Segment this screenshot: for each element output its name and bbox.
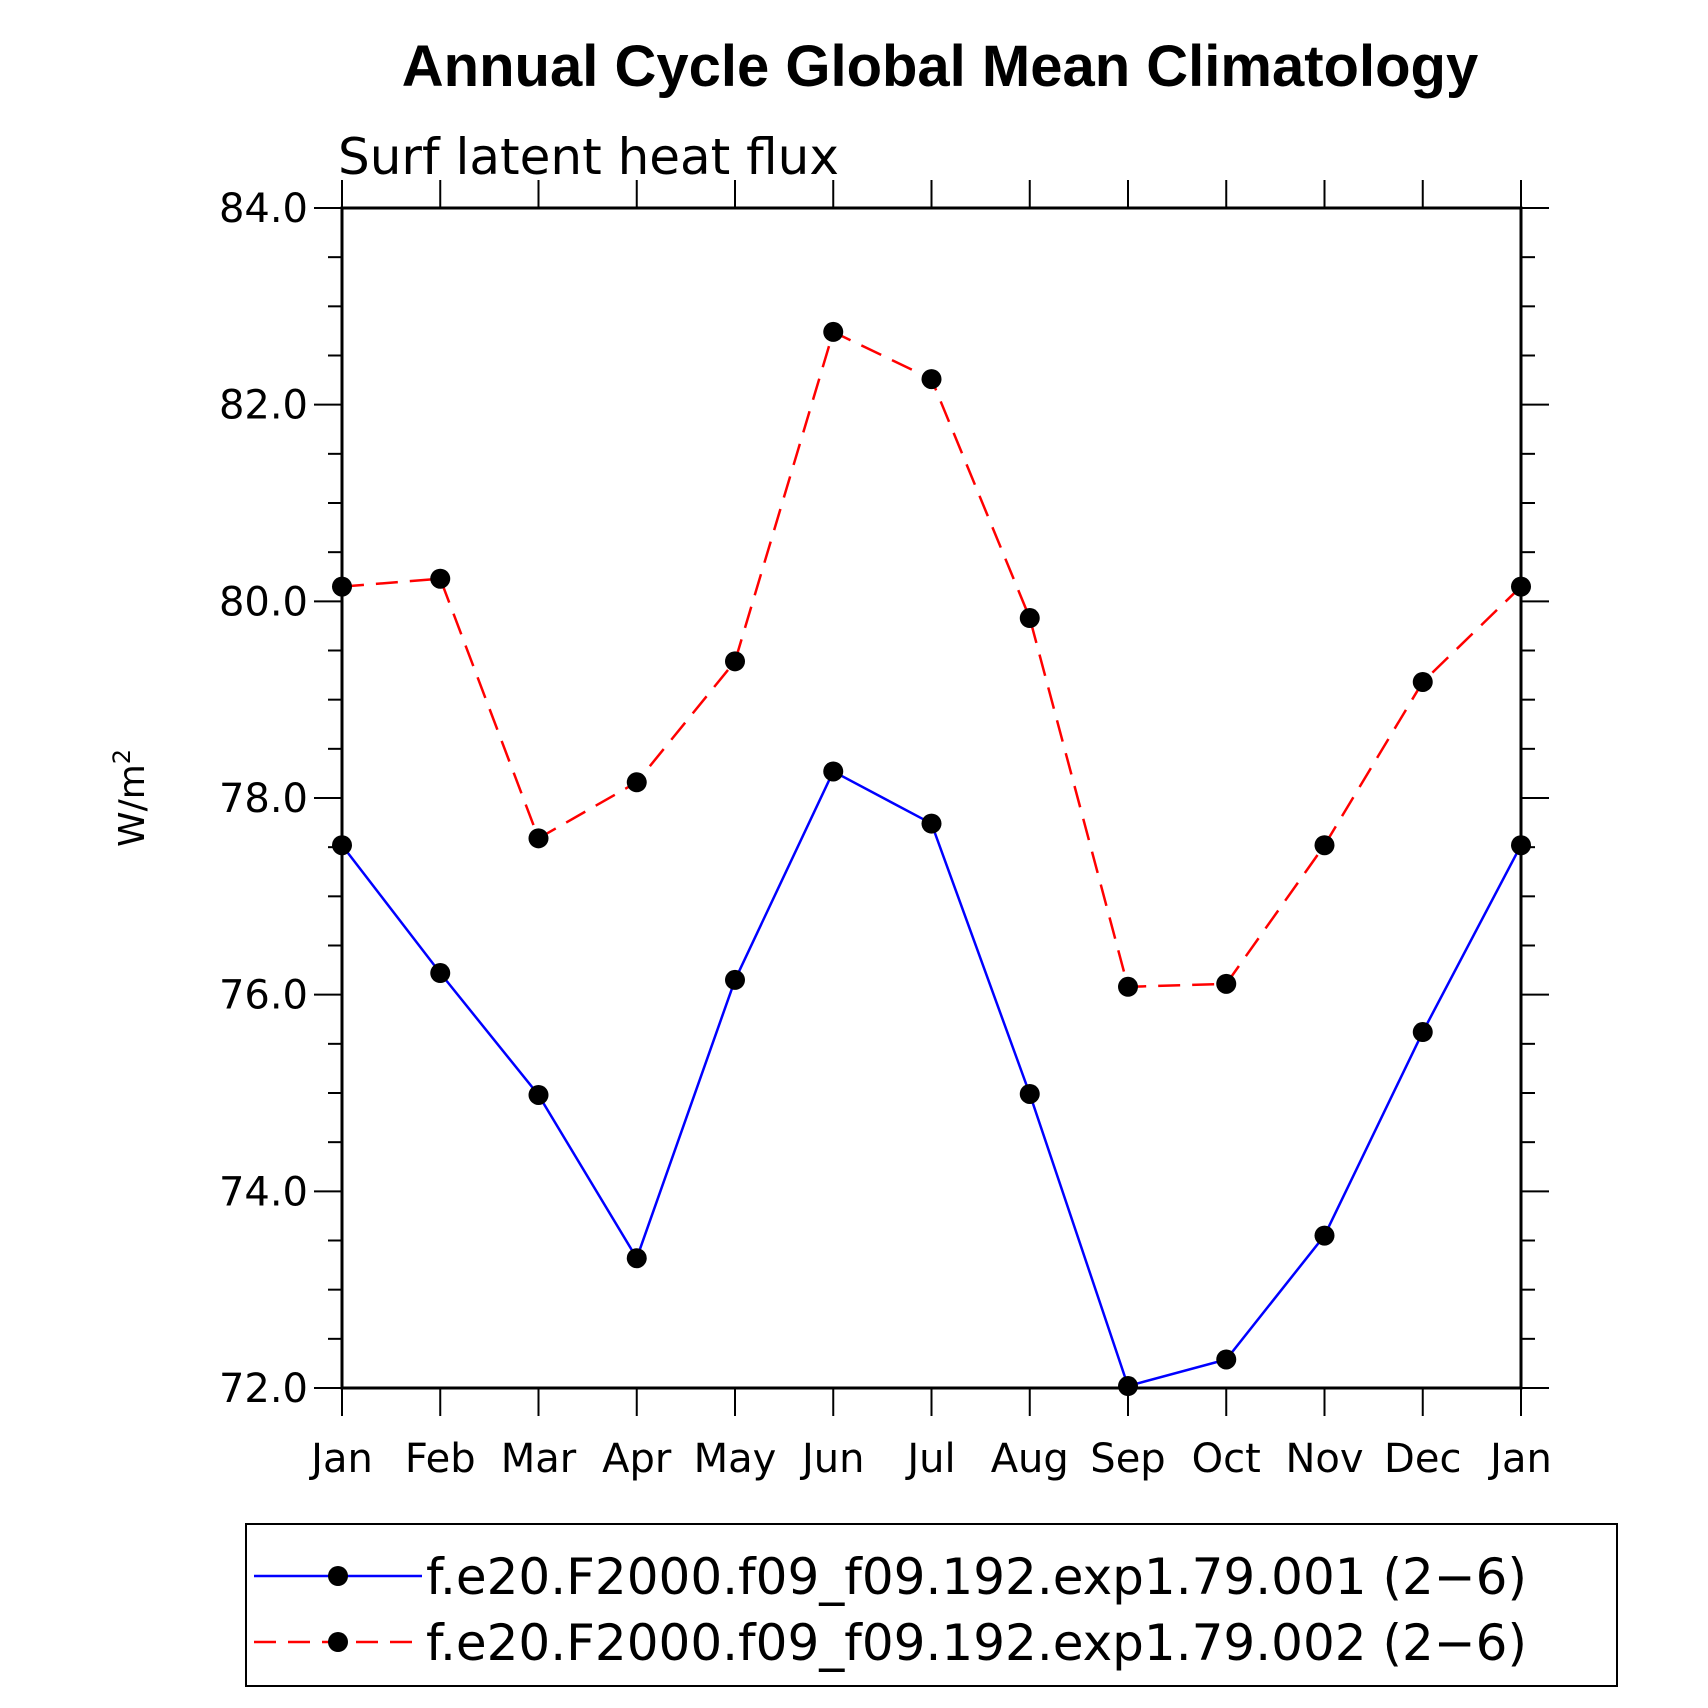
data-point-series-1 bbox=[823, 761, 844, 782]
legend-label-2: f.e20.F2000.f09_f09.192.exp1.79.002 (2−6… bbox=[426, 1614, 1527, 1672]
data-point-series-2 bbox=[1216, 973, 1237, 994]
data-point-series-2 bbox=[1511, 576, 1531, 597]
data-point-series-1 bbox=[1511, 835, 1531, 856]
y-tick-label: 74.0 bbox=[219, 1169, 308, 1215]
y-axis: 72.0 74.0 76.0 78.0 80.0 82.0 84.0 bbox=[219, 186, 1549, 1412]
data-point-series-2 bbox=[1412, 671, 1433, 692]
data-point-series-2 bbox=[430, 568, 451, 589]
x-tick-label: Mar bbox=[501, 1436, 577, 1482]
x-tick-label: May bbox=[694, 1436, 777, 1482]
x-tick-label: Feb bbox=[405, 1436, 476, 1482]
x-tick-label: Jun bbox=[799, 1436, 865, 1482]
y-tick-label: 84.0 bbox=[219, 186, 308, 232]
y-axis-label: W/m2 bbox=[108, 749, 153, 847]
data-point-series-1 bbox=[1216, 1349, 1237, 1370]
data-point-series-1 bbox=[626, 1248, 647, 1269]
data-point-series-2 bbox=[921, 369, 942, 390]
data-point-series-2 bbox=[1314, 835, 1335, 856]
series-line-2 bbox=[341, 330, 1522, 989]
data-point-series-1 bbox=[921, 813, 942, 834]
x-tick-label: Jul bbox=[904, 1436, 955, 1482]
data-point-series-1 bbox=[332, 835, 352, 856]
data-point-series-1 bbox=[1412, 1022, 1433, 1043]
y-tick-label: 80.0 bbox=[219, 579, 308, 625]
data-point-series-2 bbox=[332, 576, 352, 597]
data-point-series-2 bbox=[823, 321, 844, 342]
x-tick-label: Sep bbox=[1090, 1436, 1165, 1482]
legend: f.e20.F2000.f09_f09.192.exp1.79.001 (2−6… bbox=[254, 1548, 1527, 1672]
x-tick-label: Apr bbox=[602, 1436, 672, 1482]
x-tick-label: Aug bbox=[991, 1436, 1069, 1482]
x-tick-label: Jan bbox=[308, 1436, 373, 1482]
x-tick-label: Jan bbox=[1487, 1436, 1552, 1482]
legend-box bbox=[245, 1523, 1618, 1687]
data-point-series-2 bbox=[1019, 608, 1040, 629]
legend-marker-1 bbox=[328, 1566, 348, 1586]
y-tick-label: 76.0 bbox=[219, 973, 308, 1019]
chart-subtitle: Surf latent heat flux bbox=[338, 128, 839, 186]
data-point-series-1 bbox=[1019, 1083, 1040, 1104]
x-tick-label: Nov bbox=[1285, 1436, 1363, 1482]
data-point-series-2 bbox=[626, 772, 647, 793]
y-tick-label: 78.0 bbox=[219, 776, 308, 822]
data-point-series-1 bbox=[528, 1084, 549, 1105]
data-point-series-2 bbox=[725, 651, 745, 672]
chart-title: Annual Cycle Global Mean Climatology bbox=[402, 34, 1478, 99]
x-axis: Jan Feb Mar Apr May Jun Jul Aug Sep Oct Nov Dec Jan bbox=[308, 180, 1552, 1482]
y-tick-label: 82.0 bbox=[219, 383, 308, 429]
x-tick-label: Dec bbox=[1384, 1436, 1461, 1482]
data-point-series-1 bbox=[430, 963, 451, 984]
series-layer bbox=[332, 321, 1531, 1397]
data-point-series-2 bbox=[528, 828, 549, 849]
legend-marker-2 bbox=[328, 1632, 348, 1652]
y-tick-label: 72.0 bbox=[219, 1366, 308, 1412]
data-point-series-2 bbox=[1118, 976, 1138, 997]
x-tick-label: Oct bbox=[1192, 1436, 1261, 1482]
data-point-series-1 bbox=[1118, 1376, 1138, 1397]
legend-label-1: f.e20.F2000.f09_f09.192.exp1.79.001 (2−6… bbox=[426, 1548, 1527, 1606]
data-point-series-1 bbox=[1314, 1225, 1335, 1246]
series-line-1 bbox=[341, 769, 1523, 1388]
data-point-series-1 bbox=[725, 969, 745, 990]
